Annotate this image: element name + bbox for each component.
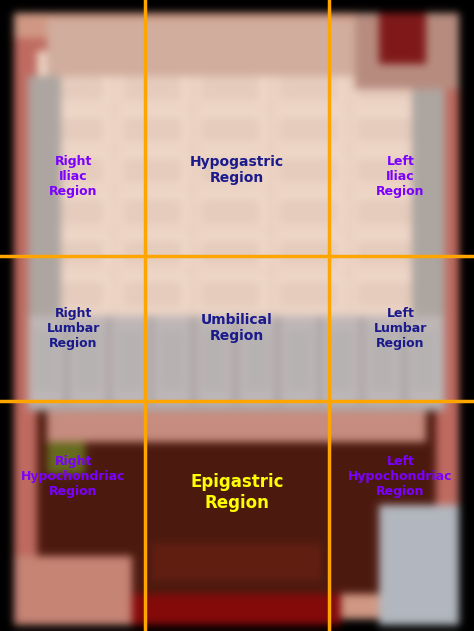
Text: Left
Iliac
Region: Left Iliac Region bbox=[376, 155, 425, 198]
Text: Left
Hypochondriac
Region: Left Hypochondriac Region bbox=[348, 455, 453, 498]
Text: Umbilical
Region: Umbilical Region bbox=[201, 313, 273, 343]
Text: Right
Hypochondriac
Region: Right Hypochondriac Region bbox=[21, 455, 126, 498]
Text: Right
Lumbar
Region: Right Lumbar Region bbox=[47, 307, 100, 350]
Text: Hypogastric
Region: Hypogastric Region bbox=[190, 155, 284, 186]
Text: Left
Lumbar
Region: Left Lumbar Region bbox=[374, 307, 427, 350]
Text: Epigastric
Region: Epigastric Region bbox=[190, 473, 284, 512]
Text: Right
Iliac
Region: Right Iliac Region bbox=[49, 155, 98, 198]
